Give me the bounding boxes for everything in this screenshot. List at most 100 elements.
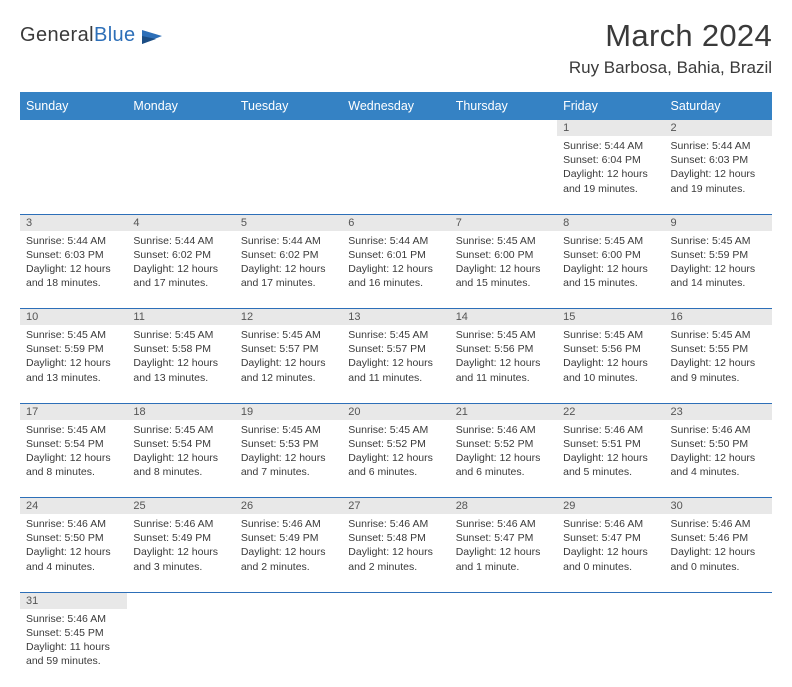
day-cell: Sunrise: 5:46 AMSunset: 5:49 PMDaylight:… <box>127 514 234 592</box>
day-cell-line: and 19 minutes. <box>671 182 766 196</box>
day-cell-line: and 4 minutes. <box>26 560 121 574</box>
day-number-cell: 30 <box>665 498 772 515</box>
day-number-cell: 13 <box>342 309 449 326</box>
calendar-table: SundayMondayTuesdayWednesdayThursdayFrid… <box>20 92 772 687</box>
day-cell-line: and 17 minutes. <box>241 276 336 290</box>
day-header: Tuesday <box>235 92 342 120</box>
day-cell-line: Sunrise: 5:45 AM <box>348 423 443 437</box>
day-number-row: 3456789 <box>20 214 772 231</box>
day-number-cell <box>235 592 342 609</box>
day-cell: Sunrise: 5:46 AMSunset: 5:46 PMDaylight:… <box>665 514 772 592</box>
day-cell <box>235 136 342 214</box>
day-cell: Sunrise: 5:45 AMSunset: 6:00 PMDaylight:… <box>450 231 557 309</box>
day-cell-line: Sunset: 5:56 PM <box>456 342 551 356</box>
week-row: Sunrise: 5:46 AMSunset: 5:50 PMDaylight:… <box>20 514 772 592</box>
day-number-cell <box>557 592 664 609</box>
day-cell: Sunrise: 5:45 AMSunset: 5:56 PMDaylight:… <box>450 325 557 403</box>
day-number-cell: 8 <box>557 214 664 231</box>
day-cell-line: Sunrise: 5:45 AM <box>26 328 121 342</box>
day-number-cell <box>342 592 449 609</box>
day-number-cell: 4 <box>127 214 234 231</box>
day-number-cell <box>450 120 557 136</box>
day-cell-line: Daylight: 11 hours <box>26 640 121 654</box>
day-cell-line: and 6 minutes. <box>348 465 443 479</box>
day-cell-line: Sunset: 5:59 PM <box>26 342 121 356</box>
day-cell-line: Sunset: 5:50 PM <box>671 437 766 451</box>
day-cell-line: Daylight: 12 hours <box>348 451 443 465</box>
day-cell-line: and 16 minutes. <box>348 276 443 290</box>
day-cell: Sunrise: 5:46 AMSunset: 5:50 PMDaylight:… <box>20 514 127 592</box>
day-cell: Sunrise: 5:46 AMSunset: 5:51 PMDaylight:… <box>557 420 664 498</box>
day-number-cell <box>665 592 772 609</box>
day-cell-line: and 15 minutes. <box>563 276 658 290</box>
day-number-cell: 31 <box>20 592 127 609</box>
day-cell-line: Daylight: 12 hours <box>26 451 121 465</box>
day-cell <box>557 609 664 687</box>
day-cell-line: Daylight: 12 hours <box>563 262 658 276</box>
day-cell-line: and 1 minute. <box>456 560 551 574</box>
day-cell <box>20 136 127 214</box>
day-number-cell: 12 <box>235 309 342 326</box>
day-cell-line: Daylight: 12 hours <box>241 262 336 276</box>
day-cell-line: and 9 minutes. <box>671 371 766 385</box>
day-number-cell <box>450 592 557 609</box>
day-number-cell <box>127 120 234 136</box>
day-cell-line: Sunrise: 5:46 AM <box>456 423 551 437</box>
day-number-cell: 10 <box>20 309 127 326</box>
day-number-cell: 5 <box>235 214 342 231</box>
day-number-cell: 20 <box>342 403 449 420</box>
day-header: Monday <box>127 92 234 120</box>
day-number-cell: 17 <box>20 403 127 420</box>
day-cell: Sunrise: 5:44 AMSunset: 6:04 PMDaylight:… <box>557 136 664 214</box>
day-cell-line: Sunrise: 5:46 AM <box>133 517 228 531</box>
day-header: Thursday <box>450 92 557 120</box>
day-cell-line: Sunrise: 5:46 AM <box>26 612 121 626</box>
day-cell-line: Sunset: 5:50 PM <box>26 531 121 545</box>
day-header-row: SundayMondayTuesdayWednesdayThursdayFrid… <box>20 92 772 120</box>
day-cell-line: and 0 minutes. <box>671 560 766 574</box>
day-number-cell: 29 <box>557 498 664 515</box>
day-cell-line: Sunrise: 5:45 AM <box>241 423 336 437</box>
day-cell-line: and 0 minutes. <box>563 560 658 574</box>
day-header: Friday <box>557 92 664 120</box>
week-row: Sunrise: 5:45 AMSunset: 5:54 PMDaylight:… <box>20 420 772 498</box>
day-cell-line: and 59 minutes. <box>26 654 121 668</box>
day-cell: Sunrise: 5:46 AMSunset: 5:49 PMDaylight:… <box>235 514 342 592</box>
day-cell-line: Sunrise: 5:45 AM <box>563 328 658 342</box>
day-cell-line: Sunrise: 5:44 AM <box>348 234 443 248</box>
day-cell: Sunrise: 5:46 AMSunset: 5:47 PMDaylight:… <box>450 514 557 592</box>
day-cell-line: Daylight: 12 hours <box>456 356 551 370</box>
day-cell-line: Daylight: 12 hours <box>26 356 121 370</box>
day-cell-line: Sunrise: 5:45 AM <box>456 234 551 248</box>
day-cell-line: Sunrise: 5:46 AM <box>563 517 658 531</box>
day-header: Sunday <box>20 92 127 120</box>
day-cell-line: Sunrise: 5:45 AM <box>671 234 766 248</box>
day-cell-line: Sunrise: 5:44 AM <box>563 139 658 153</box>
day-cell: Sunrise: 5:45 AMSunset: 6:00 PMDaylight:… <box>557 231 664 309</box>
day-cell-line: Daylight: 12 hours <box>133 451 228 465</box>
day-number-cell: 22 <box>557 403 664 420</box>
day-cell-line: Sunrise: 5:46 AM <box>241 517 336 531</box>
day-cell-line: and 13 minutes. <box>133 371 228 385</box>
logo: GeneralBlue <box>20 24 164 47</box>
day-number-cell: 6 <box>342 214 449 231</box>
flag-icon <box>142 28 164 44</box>
day-cell-line: Sunrise: 5:46 AM <box>26 517 121 531</box>
day-cell <box>665 609 772 687</box>
day-cell: Sunrise: 5:45 AMSunset: 5:57 PMDaylight:… <box>342 325 449 403</box>
day-cell-line: Daylight: 12 hours <box>563 356 658 370</box>
day-cell-line: Sunset: 5:57 PM <box>241 342 336 356</box>
day-cell-line: Sunset: 5:59 PM <box>671 248 766 262</box>
week-row: Sunrise: 5:46 AMSunset: 5:45 PMDaylight:… <box>20 609 772 687</box>
day-cell: Sunrise: 5:45 AMSunset: 5:55 PMDaylight:… <box>665 325 772 403</box>
day-cell-line: Daylight: 12 hours <box>456 262 551 276</box>
day-cell-line: Sunrise: 5:45 AM <box>133 328 228 342</box>
day-cell-line: Sunrise: 5:44 AM <box>671 139 766 153</box>
day-cell-line: Sunrise: 5:46 AM <box>348 517 443 531</box>
day-cell-line: and 19 minutes. <box>563 182 658 196</box>
day-cell-line: Sunset: 5:45 PM <box>26 626 121 640</box>
location: Ruy Barbosa, Bahia, Brazil <box>569 58 772 78</box>
day-cell <box>342 136 449 214</box>
day-number-cell <box>127 592 234 609</box>
day-cell-line: and 11 minutes. <box>456 371 551 385</box>
